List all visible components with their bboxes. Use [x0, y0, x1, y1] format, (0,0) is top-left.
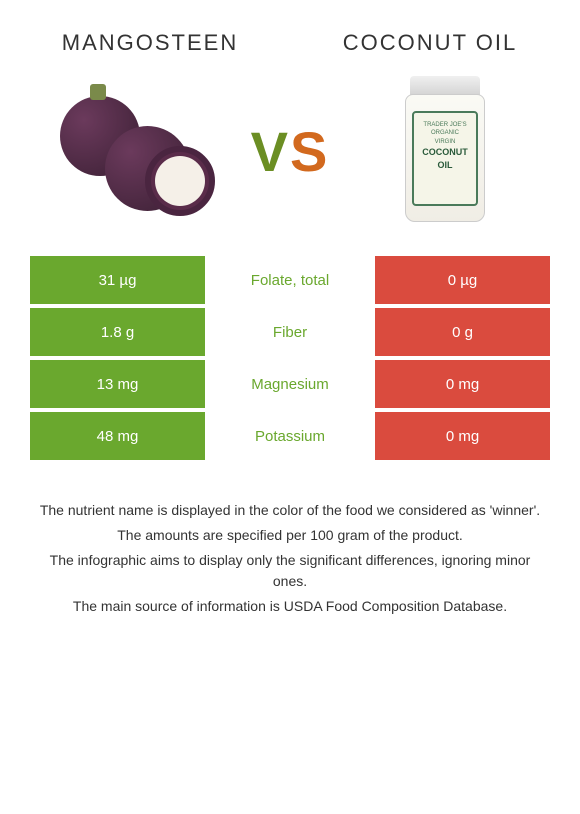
header-row: MANGOSTEEN COCONUT OIL — [20, 30, 560, 56]
right-value-cell: 0 g — [375, 308, 550, 356]
footer-note-line: The infographic aims to display only the… — [35, 550, 545, 592]
right-food-title: COCONUT OIL — [330, 30, 530, 56]
mangosteen-illustration — [50, 76, 220, 226]
jar-line3: VIRGIN — [414, 138, 476, 146]
left-value-cell: 13 mg — [30, 360, 205, 408]
left-value-cell: 1.8 g — [30, 308, 205, 356]
images-row: VS TRADER JOE'S ORGANIC VIRGIN COCONUT O… — [20, 76, 560, 226]
nutrient-label-cell: Folate, total — [205, 256, 375, 304]
footer-note-line: The amounts are specified per 100 gram o… — [35, 525, 545, 546]
table-row: 1.8 gFiber0 g — [30, 308, 550, 356]
vs-label: VS — [251, 119, 330, 184]
left-value-cell: 48 mg — [30, 412, 205, 460]
table-row: 13 mgMagnesium0 mg — [30, 360, 550, 408]
vs-s: S — [290, 120, 329, 183]
vs-v: V — [251, 120, 290, 183]
nutrient-label-cell: Magnesium — [205, 360, 375, 408]
jar-line2: ORGANIC — [414, 129, 476, 137]
jar-line1: TRADER JOE'S — [414, 121, 476, 129]
comparison-table: 31 µgFolate, total0 µg1.8 gFiber0 g13 mg… — [30, 256, 550, 460]
jar-brand: COCONUT OIL — [414, 146, 476, 171]
footer-notes: The nutrient name is displayed in the co… — [20, 500, 560, 617]
right-value-cell: 0 mg — [375, 412, 550, 460]
nutrient-label-cell: Potassium — [205, 412, 375, 460]
footer-note-line: The main source of information is USDA F… — [35, 596, 545, 617]
table-row: 48 mgPotassium0 mg — [30, 412, 550, 460]
footer-note-line: The nutrient name is displayed in the co… — [35, 500, 545, 521]
coconut-oil-illustration: TRADER JOE'S ORGANIC VIRGIN COCONUT OIL — [360, 76, 530, 226]
nutrient-label-cell: Fiber — [205, 308, 375, 356]
left-food-title: MANGOSTEEN — [50, 30, 250, 56]
right-value-cell: 0 µg — [375, 256, 550, 304]
left-value-cell: 31 µg — [30, 256, 205, 304]
right-value-cell: 0 mg — [375, 360, 550, 408]
table-row: 31 µgFolate, total0 µg — [30, 256, 550, 304]
